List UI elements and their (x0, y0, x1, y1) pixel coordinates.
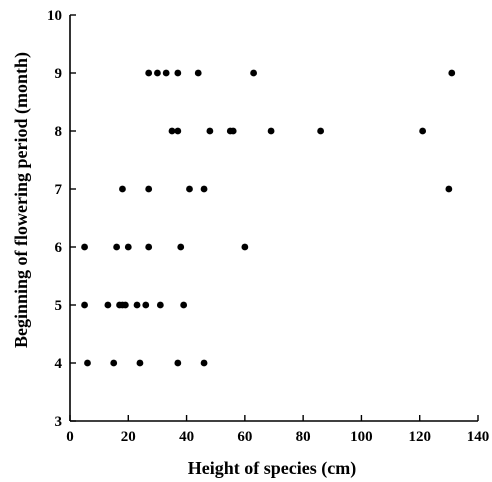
data-point (154, 69, 161, 77)
data-point (162, 69, 170, 77)
data-point (177, 243, 185, 251)
data-point (194, 69, 202, 77)
data-point (186, 185, 193, 193)
data-point (174, 69, 182, 77)
data-point (156, 301, 164, 309)
data-point (317, 127, 325, 135)
y-tick-label: 9 (55, 66, 63, 82)
data-point (250, 69, 257, 77)
data-point (448, 69, 456, 77)
data-point (104, 301, 112, 309)
data-point (180, 301, 188, 309)
data-point (124, 243, 132, 251)
data-point (113, 243, 121, 251)
y-tick-label: 3 (55, 414, 63, 430)
data-point (168, 127, 176, 135)
data-point (84, 359, 91, 367)
data-point (241, 243, 249, 251)
x-tick-label: 60 (237, 429, 252, 445)
data-point (145, 69, 153, 77)
axes (69, 15, 478, 422)
data-point (110, 359, 118, 367)
y-tick-label: 6 (55, 240, 63, 256)
y-tick-label: 7 (55, 182, 63, 198)
x-axis-title: Height of species (cm) (188, 458, 356, 479)
data-point (229, 127, 237, 135)
y-tick-label: 10 (47, 8, 62, 24)
x-tick-label: 100 (350, 429, 373, 445)
x-tick-label: 0 (66, 429, 74, 445)
data-point (200, 359, 208, 367)
x-tick-label: 40 (179, 429, 194, 445)
data-point (445, 185, 453, 193)
x-tick-label: 120 (408, 429, 431, 445)
data-point (119, 185, 126, 193)
data-point (121, 301, 129, 309)
x-tick-label: 80 (296, 429, 311, 445)
y-ticks: 3 4 5 6 7 8 9 10 (47, 8, 76, 430)
data-points (81, 69, 456, 367)
data-point (419, 127, 427, 135)
y-tick-label: 5 (55, 298, 63, 314)
data-point (174, 359, 182, 367)
data-point (206, 127, 214, 135)
data-point (145, 185, 153, 193)
y-tick-label: 8 (55, 124, 63, 140)
data-point (267, 127, 275, 135)
data-point (81, 301, 88, 309)
x-tick-label: 140 (467, 429, 490, 445)
x-tick-label: 20 (121, 429, 136, 445)
y-tick-label: 4 (55, 356, 63, 372)
data-point (174, 127, 182, 135)
data-point (145, 243, 153, 251)
data-point (81, 243, 88, 251)
data-point (133, 301, 141, 309)
data-point (136, 359, 144, 367)
data-point (200, 185, 208, 193)
data-point (142, 301, 150, 309)
y-axis-title: Beginning of flowering period (month) (11, 52, 32, 348)
x-ticks: 0 20 40 60 80 100 120 140 (66, 415, 489, 445)
